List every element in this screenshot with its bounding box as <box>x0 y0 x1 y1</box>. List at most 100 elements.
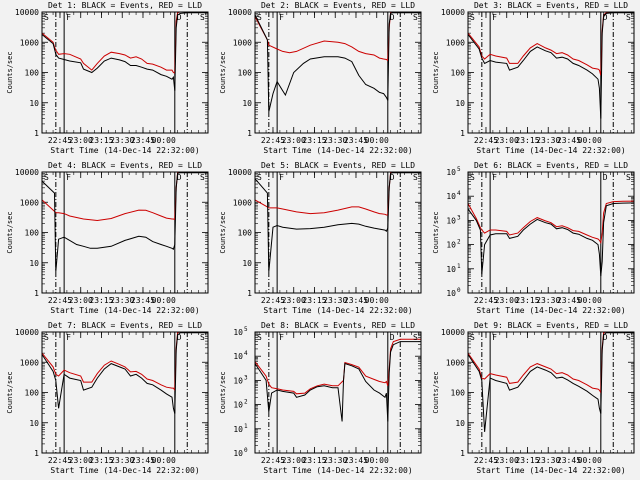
y-tick-label: 1 <box>460 129 465 138</box>
plot-frame <box>254 171 422 294</box>
events-series-line <box>254 12 421 113</box>
y-tick-label: 1 <box>34 129 39 138</box>
x-tick-label: 23:15 <box>302 136 326 145</box>
x-axis-label: Start Time (14-Dec-14 22:32:00) <box>50 466 199 475</box>
x-tick-label: 00:00 <box>365 136 389 145</box>
x-tick-label: 23:30 <box>536 296 560 305</box>
corner-label: S <box>626 13 631 22</box>
x-axis-label: Start Time (14-Dec-14 22:32:00) <box>476 466 625 475</box>
plot-frame <box>41 171 209 294</box>
x-tick-label: 00:00 <box>365 296 389 305</box>
x-axis-label: Start Time (14-Dec-14 22:32:00) <box>50 306 199 315</box>
x-tick-label: 23:30 <box>323 136 347 145</box>
corner-label: D <box>177 13 182 22</box>
corner-label: D <box>603 13 608 22</box>
corner-label: S <box>470 333 475 342</box>
x-tick-label: 00:00 <box>152 296 176 305</box>
corner-label: S <box>200 13 205 22</box>
y-tick-label: 1000 <box>446 358 465 367</box>
panel-det-7: Det 7: BLACK = Events, RED = LLD 1 10 100 10… <box>6 321 209 475</box>
events-series-line <box>254 172 421 272</box>
plot-frame <box>467 11 635 134</box>
y-tick-label: 10000 <box>228 8 252 17</box>
x-tick-label: 23:00 <box>69 296 93 305</box>
panel-det-1: Det 1: BLACK = Events, RED = LLD 1 10 100 10… <box>6 1 209 155</box>
y-tick-label-exponent: 0 <box>457 287 461 294</box>
panel-det-9: Det 9: BLACK = Events, RED = LLD 1 10 100 10… <box>432 321 635 475</box>
x-tick-label: 22:45 <box>261 456 285 465</box>
corner-label: D <box>390 173 395 182</box>
panel-det-4: Det 4: BLACK = Events, RED = LLD 1 10 100 10… <box>6 161 209 315</box>
plot-frame <box>467 171 635 294</box>
y-tick-label: 10 <box>446 265 456 274</box>
corner-label: F <box>492 13 497 22</box>
corner-label: D <box>390 13 395 22</box>
y-tick-label: 10 <box>455 419 465 428</box>
plot-frame <box>254 331 422 454</box>
panel-title: Det 1: BLACK = Events, RED = LLD <box>48 1 202 10</box>
y-tick-label: 100 <box>238 69 253 78</box>
y-tick-label: 10 <box>455 99 465 108</box>
x-tick-label: 23:15 <box>515 456 539 465</box>
y-tick-label: 1000 <box>233 38 252 47</box>
x-axis-label: Start Time (14-Dec-14 22:32:00) <box>476 306 625 315</box>
corner-label: S <box>470 173 475 182</box>
corner-label: F <box>66 13 71 22</box>
corner-label: F <box>279 333 284 342</box>
y-axis-label: Counts/sec <box>6 51 14 93</box>
corner-label: S <box>626 173 631 182</box>
x-tick-label: 23:15 <box>89 456 113 465</box>
y-tick-label-exponent: 3 <box>457 214 461 221</box>
y-tick-label: 1 <box>34 449 39 458</box>
y-tick-label: 10000 <box>441 328 465 337</box>
x-tick-label: 23:15 <box>302 456 326 465</box>
y-tick-label: 1000 <box>20 358 39 367</box>
plot-frame <box>41 11 209 134</box>
x-axis-label: Start Time (14-Dec-14 22:32:00) <box>263 146 412 155</box>
y-tick-label: 10 <box>242 259 252 268</box>
corner-label: S <box>44 333 49 342</box>
corner-label: S <box>257 173 262 182</box>
x-tick-label: 23:15 <box>89 296 113 305</box>
x-tick-label: 23:45 <box>344 456 368 465</box>
corner-label: F <box>279 173 284 182</box>
y-tick-label: 10000 <box>15 8 39 17</box>
panel-title: Det 3: BLACK = Events, RED = LLD <box>474 1 628 10</box>
y-tick-label: 10 <box>233 352 243 361</box>
x-tick-label: 23:45 <box>344 296 368 305</box>
y-tick-label: 10 <box>446 216 456 225</box>
x-tick-label: 23:45 <box>131 456 155 465</box>
plot-frame <box>41 331 209 454</box>
y-axis-label: Counts/sec <box>432 211 440 253</box>
y-tick-label: 10000 <box>441 8 465 17</box>
panel-title: Det 4: BLACK = Events, RED = LLD <box>48 161 202 170</box>
y-tick-label: 100 <box>25 389 40 398</box>
y-tick-label-exponent: 3 <box>244 374 248 381</box>
corner-label: S <box>626 333 631 342</box>
y-axis-label: Counts/sec <box>6 371 14 413</box>
corner-label: S <box>200 173 205 182</box>
y-tick-label: 10 <box>446 289 456 298</box>
panel-det-2: Det 2: BLACK = Events, RED = LLD 1 10 100 10… <box>219 1 422 155</box>
y-tick-label-exponent: 2 <box>244 399 248 406</box>
y-tick-label: 100 <box>451 389 466 398</box>
y-tick-label: 1 <box>247 129 252 138</box>
x-axis-label: Start Time (14-Dec-14 22:32:00) <box>263 306 412 315</box>
events-series-line <box>41 172 208 272</box>
y-tick-label: 1000 <box>20 38 39 47</box>
y-tick-label: 10 <box>233 401 243 410</box>
x-tick-label: 23:15 <box>515 136 539 145</box>
y-tick-label-exponent: 4 <box>244 350 248 357</box>
panel-title: Det 6: BLACK = Events, RED = LLD <box>474 161 628 170</box>
x-tick-label: 22:45 <box>261 296 285 305</box>
lld-series-line <box>467 200 635 245</box>
x-tick-label: 23:00 <box>69 456 93 465</box>
y-tick-label: 1000 <box>233 198 252 207</box>
x-tick-label: 22:45 <box>48 136 72 145</box>
y-tick-label: 10000 <box>15 168 39 177</box>
panel-title: Det 7: BLACK = Events, RED = LLD <box>48 321 202 330</box>
x-tick-label: 23:00 <box>495 136 519 145</box>
panel-title: Det 5: BLACK = Events, RED = LLD <box>261 161 415 170</box>
x-tick-label: 23:45 <box>344 136 368 145</box>
